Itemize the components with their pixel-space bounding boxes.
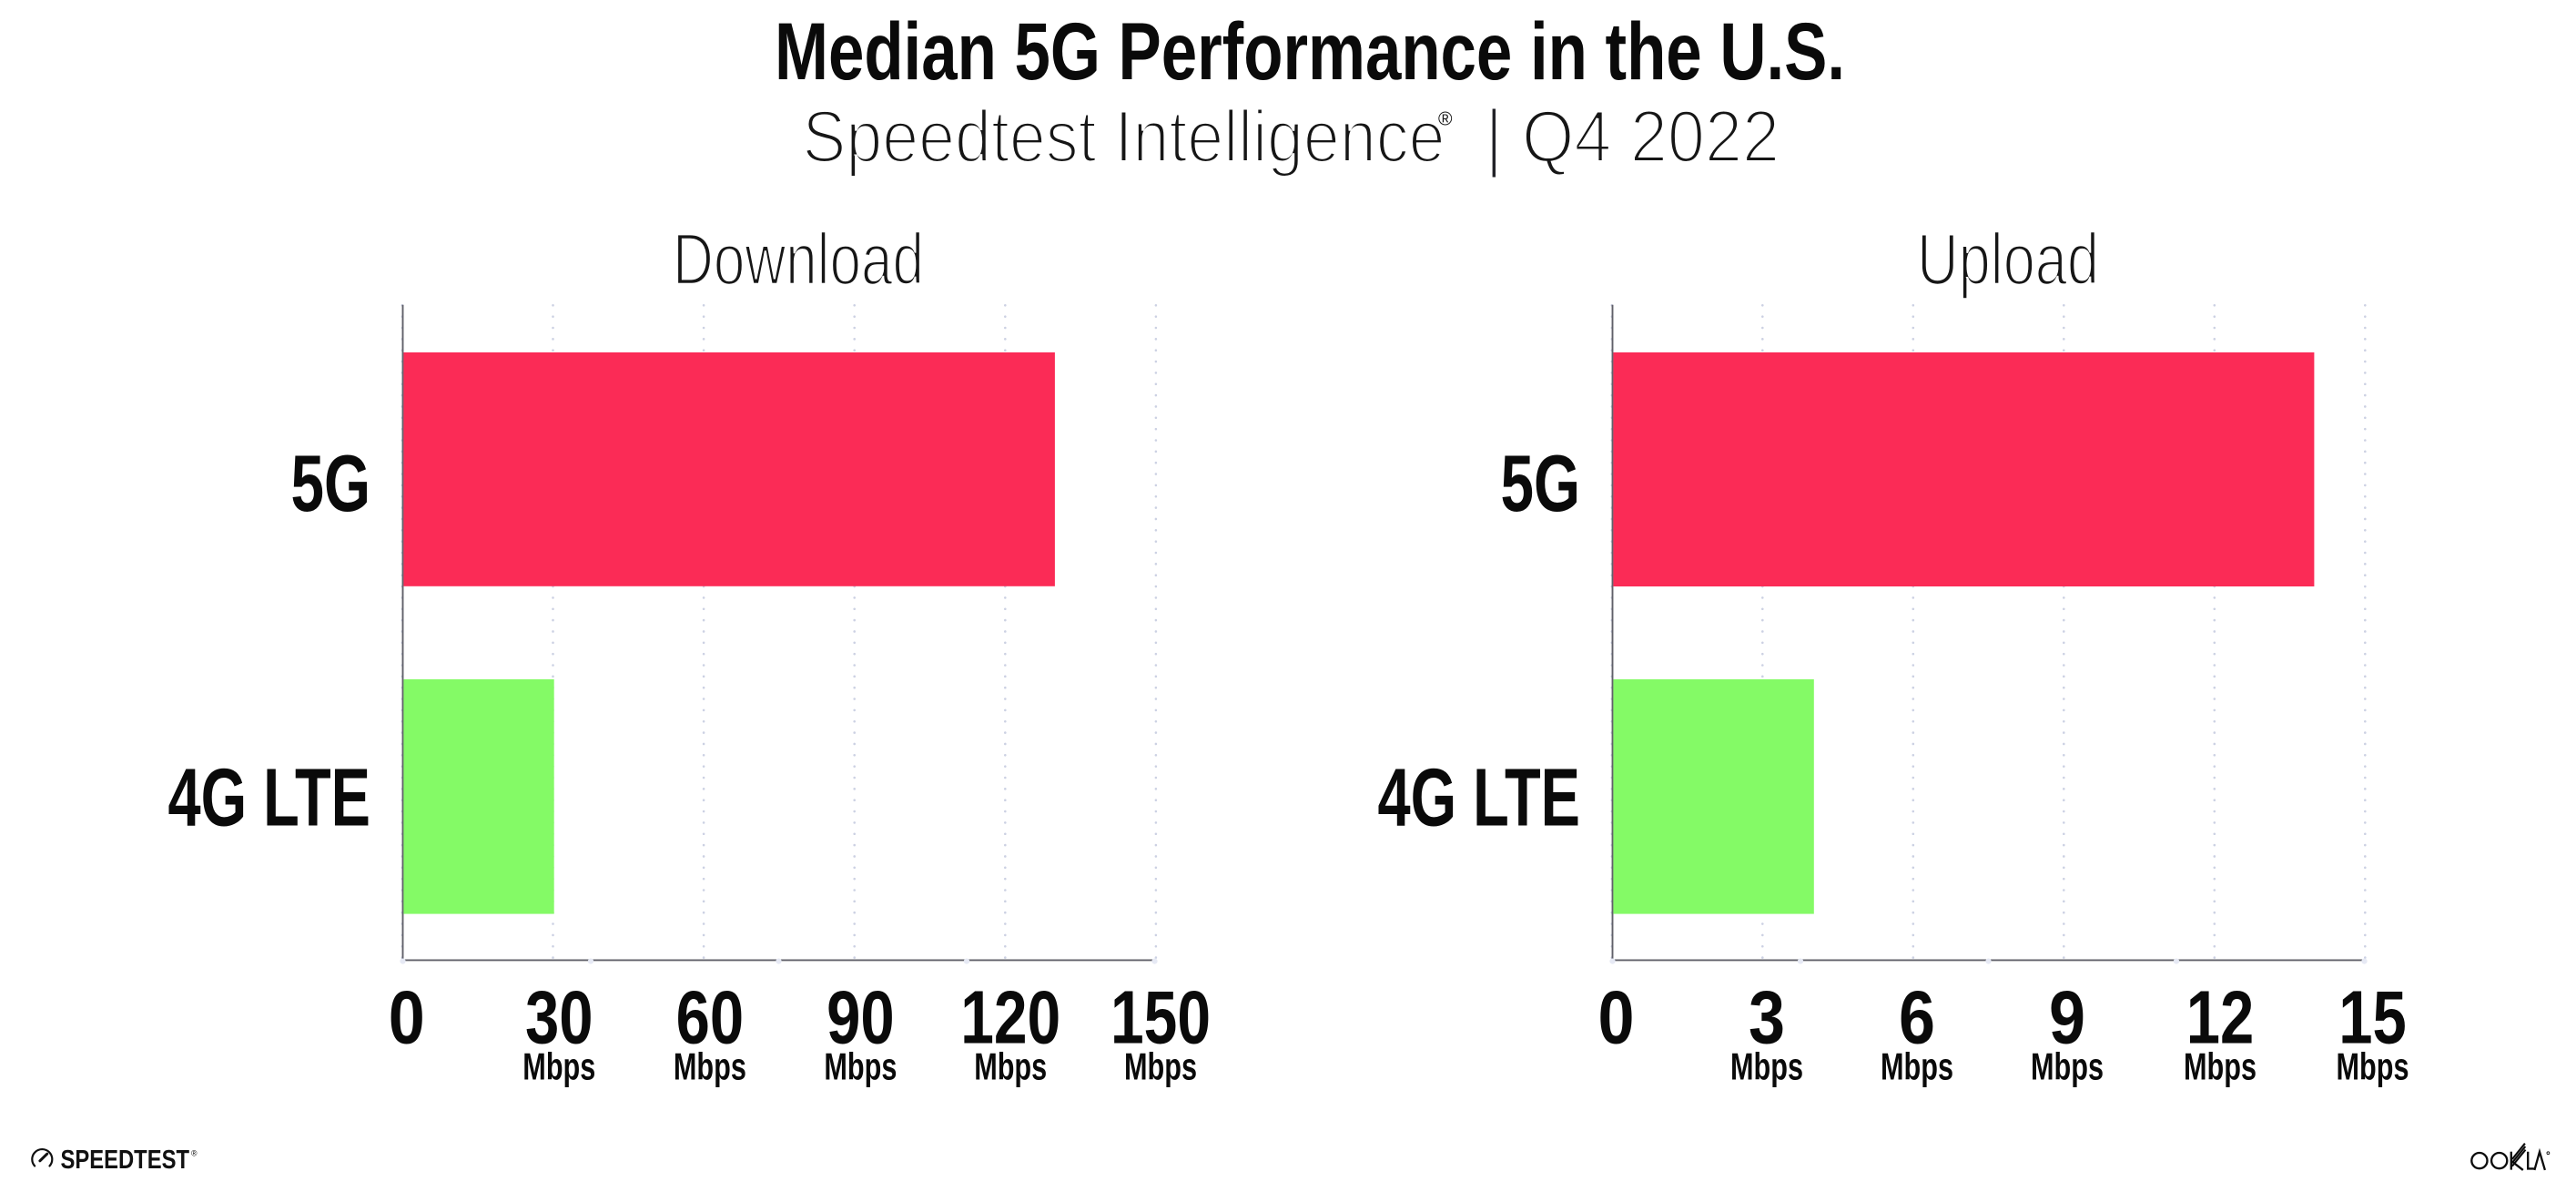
svg-text:12: 12	[2186, 974, 2255, 1059]
svg-text:Mbps: Mbps	[2184, 1044, 2257, 1087]
svg-text:30: 30	[525, 974, 593, 1059]
svg-text:120: 120	[960, 974, 1060, 1059]
svg-text:Mbps: Mbps	[522, 1044, 595, 1087]
svg-text:Mbps: Mbps	[2031, 1044, 2104, 1087]
svg-text:5G: 5G	[291, 438, 371, 528]
svg-text:0: 0	[389, 974, 425, 1059]
svg-text:Speedtest Intelligence: Speedtest Intelligence	[803, 97, 1445, 178]
svg-text:90: 90	[827, 974, 895, 1059]
svg-text:60: 60	[676, 974, 745, 1059]
svg-text:Download: Download	[673, 219, 924, 300]
svg-text:Mbps: Mbps	[2337, 1044, 2409, 1087]
svg-text:Mbps: Mbps	[1881, 1044, 1953, 1087]
svg-text:Q4 2022: Q4 2022	[1522, 97, 1780, 178]
svg-text:15: 15	[2338, 974, 2407, 1059]
svg-text:Mbps: Mbps	[674, 1044, 746, 1087]
svg-text:9: 9	[2049, 974, 2085, 1059]
svg-text:4G LTE: 4G LTE	[1378, 753, 1581, 844]
svg-text:®: ®	[191, 1149, 198, 1158]
svg-text:Mbps: Mbps	[824, 1044, 897, 1087]
svg-text:0: 0	[1598, 974, 1635, 1059]
svg-text:SPEEDTEST: SPEEDTEST	[61, 1146, 190, 1175]
svg-text:Mbps: Mbps	[974, 1044, 1047, 1087]
svg-text:Upload: Upload	[1917, 219, 2099, 300]
svg-text:5G: 5G	[1501, 438, 1581, 528]
svg-text:6: 6	[1899, 974, 1935, 1059]
svg-text:4G LTE: 4G LTE	[168, 753, 371, 844]
svg-text:150: 150	[1111, 974, 1211, 1059]
svg-text:Mbps: Mbps	[1730, 1044, 1803, 1087]
svg-text:Median 5G Performance in the U: Median 5G Performance in the U.S.	[775, 5, 1845, 97]
svg-text:®: ®	[1438, 109, 1453, 130]
svg-text:Mbps: Mbps	[1124, 1044, 1197, 1087]
svg-text:3: 3	[1749, 974, 1785, 1059]
